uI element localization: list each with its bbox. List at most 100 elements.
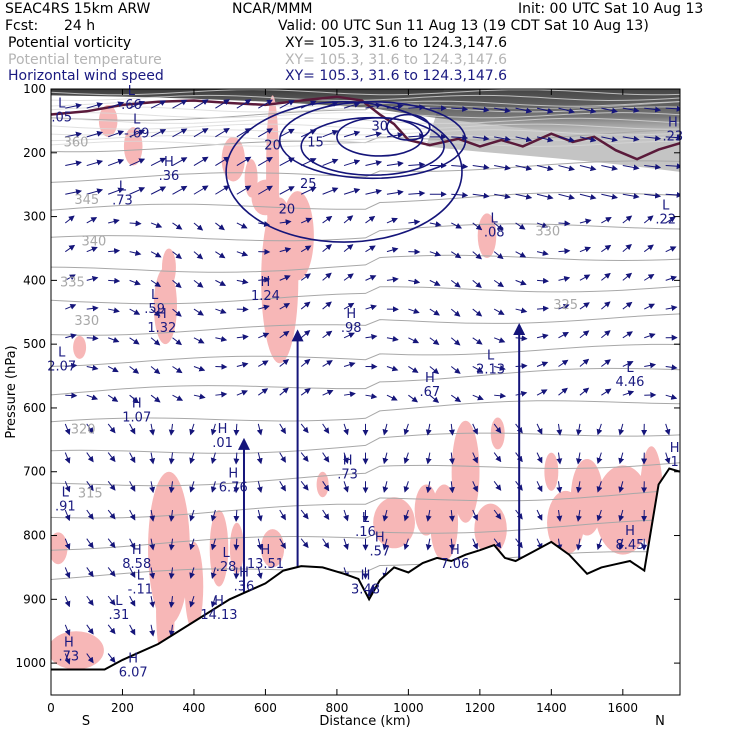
- wind-vector: [558, 275, 571, 282]
- x-tick-label: 600: [254, 701, 277, 715]
- wind-vector: [425, 509, 432, 522]
- wind-vector: [622, 193, 640, 200]
- wind-vector: [149, 596, 156, 608]
- wind-vector: [322, 272, 332, 281]
- wind-vector: [279, 387, 289, 396]
- pv-extremum-letter: L: [128, 84, 136, 99]
- pv-extremum-letter: H: [625, 524, 635, 539]
- wind-vector: [665, 246, 677, 253]
- wind-vector: [279, 358, 290, 367]
- wind-vector: [129, 567, 136, 578]
- y-tick-label: 800: [23, 529, 46, 543]
- pv-extremum-value: 7.06: [440, 557, 469, 572]
- wind-vector: [493, 308, 505, 315]
- wind-vector: [472, 308, 483, 317]
- theta-contour-label: 335: [60, 276, 85, 291]
- pv-positive-area: [73, 335, 87, 359]
- wind-vector: [601, 136, 618, 143]
- pv-extremum-letter: L: [362, 511, 370, 526]
- pv-extremum-letter: L: [137, 569, 145, 584]
- wind-vector: [129, 187, 146, 195]
- wind-vector: [193, 279, 204, 288]
- wind-contour-label: 20: [279, 202, 296, 217]
- wind-vector: [300, 423, 309, 434]
- wind-vector: [107, 366, 119, 373]
- wind-vector: [579, 165, 597, 172]
- x-tick-label: 1200: [465, 701, 496, 715]
- y-tick-label: 700: [23, 465, 46, 479]
- wind-vector: [108, 158, 125, 167]
- wind-vector: [233, 452, 240, 465]
- pv-extremum-letter: L: [222, 546, 230, 561]
- wind-vector: [515, 136, 533, 143]
- wind-vector: [150, 129, 167, 138]
- wind-contour-label: 25: [300, 177, 317, 192]
- wind-vector: [596, 538, 603, 551]
- pv-extremum-value: .22: [655, 213, 676, 228]
- wind-vector: [108, 277, 121, 284]
- wind-vector: [300, 388, 311, 396]
- wind-vector: [429, 366, 440, 375]
- wind-vector: [322, 187, 339, 195]
- wind-vector: [215, 127, 230, 138]
- wind-vector: [210, 538, 217, 551]
- wind-vector: [403, 423, 410, 436]
- pv-positive-area: [251, 179, 280, 216]
- pv-extremum-value: 4.46: [615, 375, 644, 390]
- wind-vector: [322, 101, 339, 109]
- wind-vector: [386, 189, 404, 196]
- wind-vector: [408, 161, 426, 168]
- pv-extremum-value: .36: [234, 579, 255, 594]
- wind-vector: [193, 251, 204, 260]
- wind-vector: [236, 390, 248, 396]
- wind-vector: [365, 215, 376, 224]
- wind-vector: [536, 389, 548, 396]
- wind-vector: [193, 128, 209, 138]
- wind-vector: [300, 129, 317, 138]
- wind-vector: [108, 187, 125, 195]
- pv-positive-area: [281, 191, 314, 281]
- pv-extremum-value: 14.13: [200, 608, 237, 623]
- wind-vector: [86, 159, 104, 167]
- wind-vector: [536, 333, 549, 340]
- wind-vector: [665, 134, 680, 141]
- wind-vector: [215, 336, 228, 342]
- wind-vector: [150, 100, 167, 109]
- wind-vector: [596, 423, 603, 436]
- pv-extremum-value: 1.07: [122, 410, 151, 425]
- theta-isentrope-upper: [51, 89, 680, 96]
- wind-vector: [558, 136, 575, 143]
- wind-vector: [537, 305, 549, 312]
- theta-contour-label: 340: [81, 234, 106, 249]
- wind-vector: [515, 251, 527, 258]
- pv-positive-area: [209, 510, 229, 587]
- wind-vector: [279, 423, 286, 435]
- wind-vector: [193, 185, 209, 195]
- wind-vector: [429, 337, 440, 346]
- wind-vector: [429, 308, 440, 316]
- wind-vector: [664, 452, 671, 465]
- pv-extremum-letter: L: [119, 179, 127, 194]
- pv-extremum-letter: L: [487, 348, 495, 363]
- pv-extremum-letter: L: [115, 594, 123, 609]
- wind-vector: [129, 595, 136, 607]
- wind-vector: [536, 452, 543, 464]
- wind-vector: [189, 567, 195, 579]
- wind-vector: [149, 509, 156, 522]
- wind-vector: [472, 481, 478, 493]
- wind-vector: [300, 538, 309, 549]
- wind-vector: [665, 163, 680, 170]
- forecast-label: Fcst:: [5, 18, 39, 34]
- wind-vector: [322, 538, 330, 549]
- pv-extremum-letter: H: [164, 155, 174, 170]
- wind-vector: [403, 509, 410, 522]
- wind-vector: [365, 333, 378, 340]
- wind-vector: [149, 624, 156, 637]
- pv-extremum-value: .67: [419, 385, 440, 400]
- wind-vector: [279, 302, 291, 310]
- field-name-pv: Potential vorticity: [8, 35, 132, 51]
- wind-vector: [300, 245, 312, 253]
- pv-extremum-value: 6.76: [219, 480, 248, 495]
- theta-isentrope: [51, 343, 680, 367]
- wind-vector: [86, 423, 94, 434]
